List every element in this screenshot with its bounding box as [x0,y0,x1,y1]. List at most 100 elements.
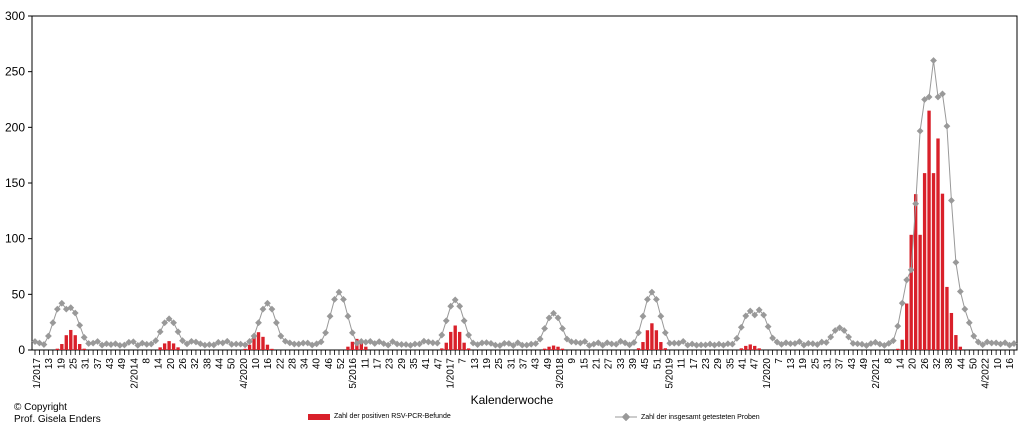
bar-8 [69,329,73,350]
bar-141 [663,348,667,350]
line-point-29 [161,319,169,327]
line-point-140 [657,312,665,320]
line-point-14 [94,338,101,345]
bar-10 [78,344,82,350]
x-tick-label-77: 50 [969,358,980,370]
line-point-54 [273,319,280,327]
line-point-87 [420,337,428,345]
line-point-40 [210,341,218,349]
bar-204 [945,286,949,350]
line-point-129 [608,340,616,348]
bar-92 [444,342,448,350]
line-point-116 [550,309,557,317]
y-tick-label-4: 200 [5,120,25,134]
line-point-93 [447,302,455,310]
x-tick-label-68: 49 [859,358,870,370]
x-tick-label-1: 13 [44,358,55,370]
line-point-4 [49,319,57,327]
bar-194 [900,339,904,350]
bar-140 [659,342,663,350]
bar-48 [247,344,252,350]
line-point-214 [988,339,996,347]
line-point-119 [563,335,571,343]
x-tick-label-20: 22 [275,358,286,370]
line-point-79 [384,341,392,349]
line-point-151 [706,340,714,348]
line-point-197 [912,200,920,208]
line-point-74 [362,338,370,346]
line-point-68 [335,288,343,296]
bar-135 [636,348,641,350]
x-tick-label-72: 20 [908,358,919,370]
line-point-202 [934,93,942,101]
bar-50 [256,332,261,350]
bar-94 [453,325,457,350]
line-point-126 [594,339,602,347]
x-tick-label-57: 35 [725,358,736,370]
x-tick-label-33: 47 [433,358,444,370]
line-point-95 [456,302,464,310]
line-point-208 [961,305,969,313]
line-point-81 [393,340,401,348]
x-tick-label-70: 8 [883,358,894,364]
line-point-183 [849,339,857,347]
bar-93 [449,331,453,350]
x-tick-label-24: 46 [324,358,335,370]
bar-74 [364,346,368,350]
line-point-71 [348,329,356,337]
x-tick-label-71: 14 [896,358,907,370]
x-tick-label-28: 17 [373,358,384,370]
x-tick-label-2: 19 [56,358,67,370]
line-point-34 [183,340,191,348]
x-tick-label-75: 38 [944,358,955,370]
bar-161 [753,345,757,350]
x-tick-label-6: 43 [105,358,116,370]
line-point-39 [205,341,213,349]
x-tick-label-18: 10 [251,358,262,370]
y-tick-label-5: 250 [5,65,25,79]
bar-160 [748,344,752,350]
line-point-41 [214,338,222,346]
line-point-158 [737,323,745,331]
bar-158 [739,348,743,350]
line-point-8 [67,304,75,312]
line-point-64 [317,338,325,346]
bar-195 [905,303,909,350]
x-tick-label-42: 49 [543,358,554,370]
line-point-27 [152,337,160,345]
bar-205 [949,312,954,350]
bar-117 [556,346,560,350]
bar-200 [927,110,931,350]
legend-total-label: Zahl der insgesamt getesteten Proben [641,413,760,421]
x-tick-label-8: 2/2014 [129,358,140,389]
line-point-199 [921,96,928,103]
bar-197 [913,194,918,350]
line-point-83 [402,341,410,348]
bar-193 [896,348,900,350]
x-tick-label-12: 26 [178,358,189,370]
y-tick-label-0: 0 [18,343,25,357]
line-point-60 [299,339,307,347]
bar-139 [654,330,659,350]
line-point-182 [845,333,852,341]
x-tick-label-15: 44 [214,358,225,370]
line-point-207 [956,288,964,295]
bar-96 [462,342,466,350]
line-point-43 [223,337,231,345]
line-point-193 [894,322,902,330]
line-point-133 [626,341,633,349]
line-point-73 [357,338,365,345]
line-point-94 [451,296,459,304]
line-point-90 [433,339,441,347]
x-tick-label-50: 45 [640,358,651,370]
x-tick-label-66: 37 [835,358,846,370]
x-tick-label-64: 25 [810,358,821,370]
bar-31 [171,343,176,350]
line-point-175 [813,341,821,348]
x-tick-label-21: 28 [287,358,298,370]
line-point-45 [232,340,240,348]
bar-207 [958,346,963,350]
bar-198 [918,234,922,350]
line-point-26 [147,340,155,348]
x-tick-label-61: 7 [774,358,785,364]
